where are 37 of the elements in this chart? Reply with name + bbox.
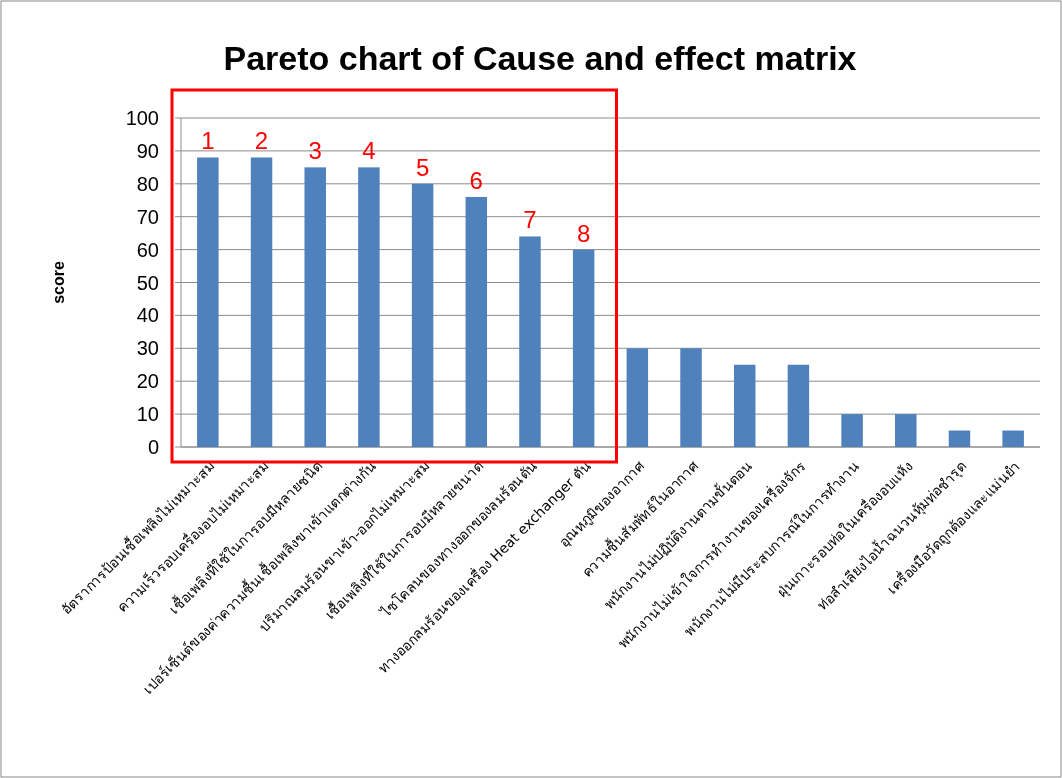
bar bbox=[626, 348, 649, 447]
annotation: 7 bbox=[523, 206, 537, 234]
bar bbox=[358, 167, 380, 447]
annotation: 5 bbox=[415, 153, 430, 181]
y-axis-title: score bbox=[50, 261, 67, 304]
y-tick-label: 30 bbox=[136, 337, 159, 360]
bar bbox=[948, 430, 971, 447]
bar bbox=[841, 414, 863, 447]
bar bbox=[304, 167, 326, 447]
y-tick-label: 40 bbox=[136, 304, 159, 327]
y-tick-label: 20 bbox=[136, 370, 159, 393]
annotation: 4 bbox=[362, 137, 376, 165]
annotation: 3 bbox=[308, 137, 322, 165]
bar bbox=[572, 249, 595, 447]
bar bbox=[895, 414, 917, 447]
bar bbox=[787, 364, 810, 447]
bar bbox=[519, 236, 541, 447]
bar bbox=[411, 183, 434, 447]
annotation: 6 bbox=[469, 166, 483, 194]
bar bbox=[250, 157, 273, 447]
y-tick-label: 100 bbox=[125, 107, 159, 129]
bar bbox=[733, 364, 756, 447]
y-tick-label: 50 bbox=[136, 271, 159, 294]
y-tick-label: 60 bbox=[136, 238, 159, 261]
annotation: 8 bbox=[576, 219, 591, 247]
y-tick-label: 0 bbox=[147, 436, 159, 458]
y-tick-label: 90 bbox=[136, 139, 159, 162]
y-tick-label: 10 bbox=[136, 403, 159, 426]
y-tick-label: 70 bbox=[136, 205, 159, 228]
annotation: 2 bbox=[254, 127, 269, 155]
bar bbox=[197, 157, 219, 447]
bar bbox=[680, 348, 702, 447]
y-tick-label: 80 bbox=[136, 172, 159, 195]
chart-title: Pareto chart of Cause and effect matrix bbox=[223, 39, 857, 77]
bar bbox=[465, 196, 488, 447]
bar bbox=[1002, 430, 1024, 447]
annotation: 1 bbox=[201, 127, 215, 155]
